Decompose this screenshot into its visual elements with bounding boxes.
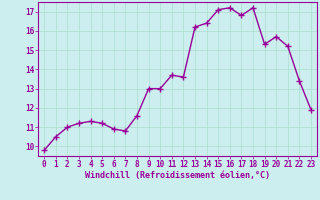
X-axis label: Windchill (Refroidissement éolien,°C): Windchill (Refroidissement éolien,°C) xyxy=(85,171,270,180)
